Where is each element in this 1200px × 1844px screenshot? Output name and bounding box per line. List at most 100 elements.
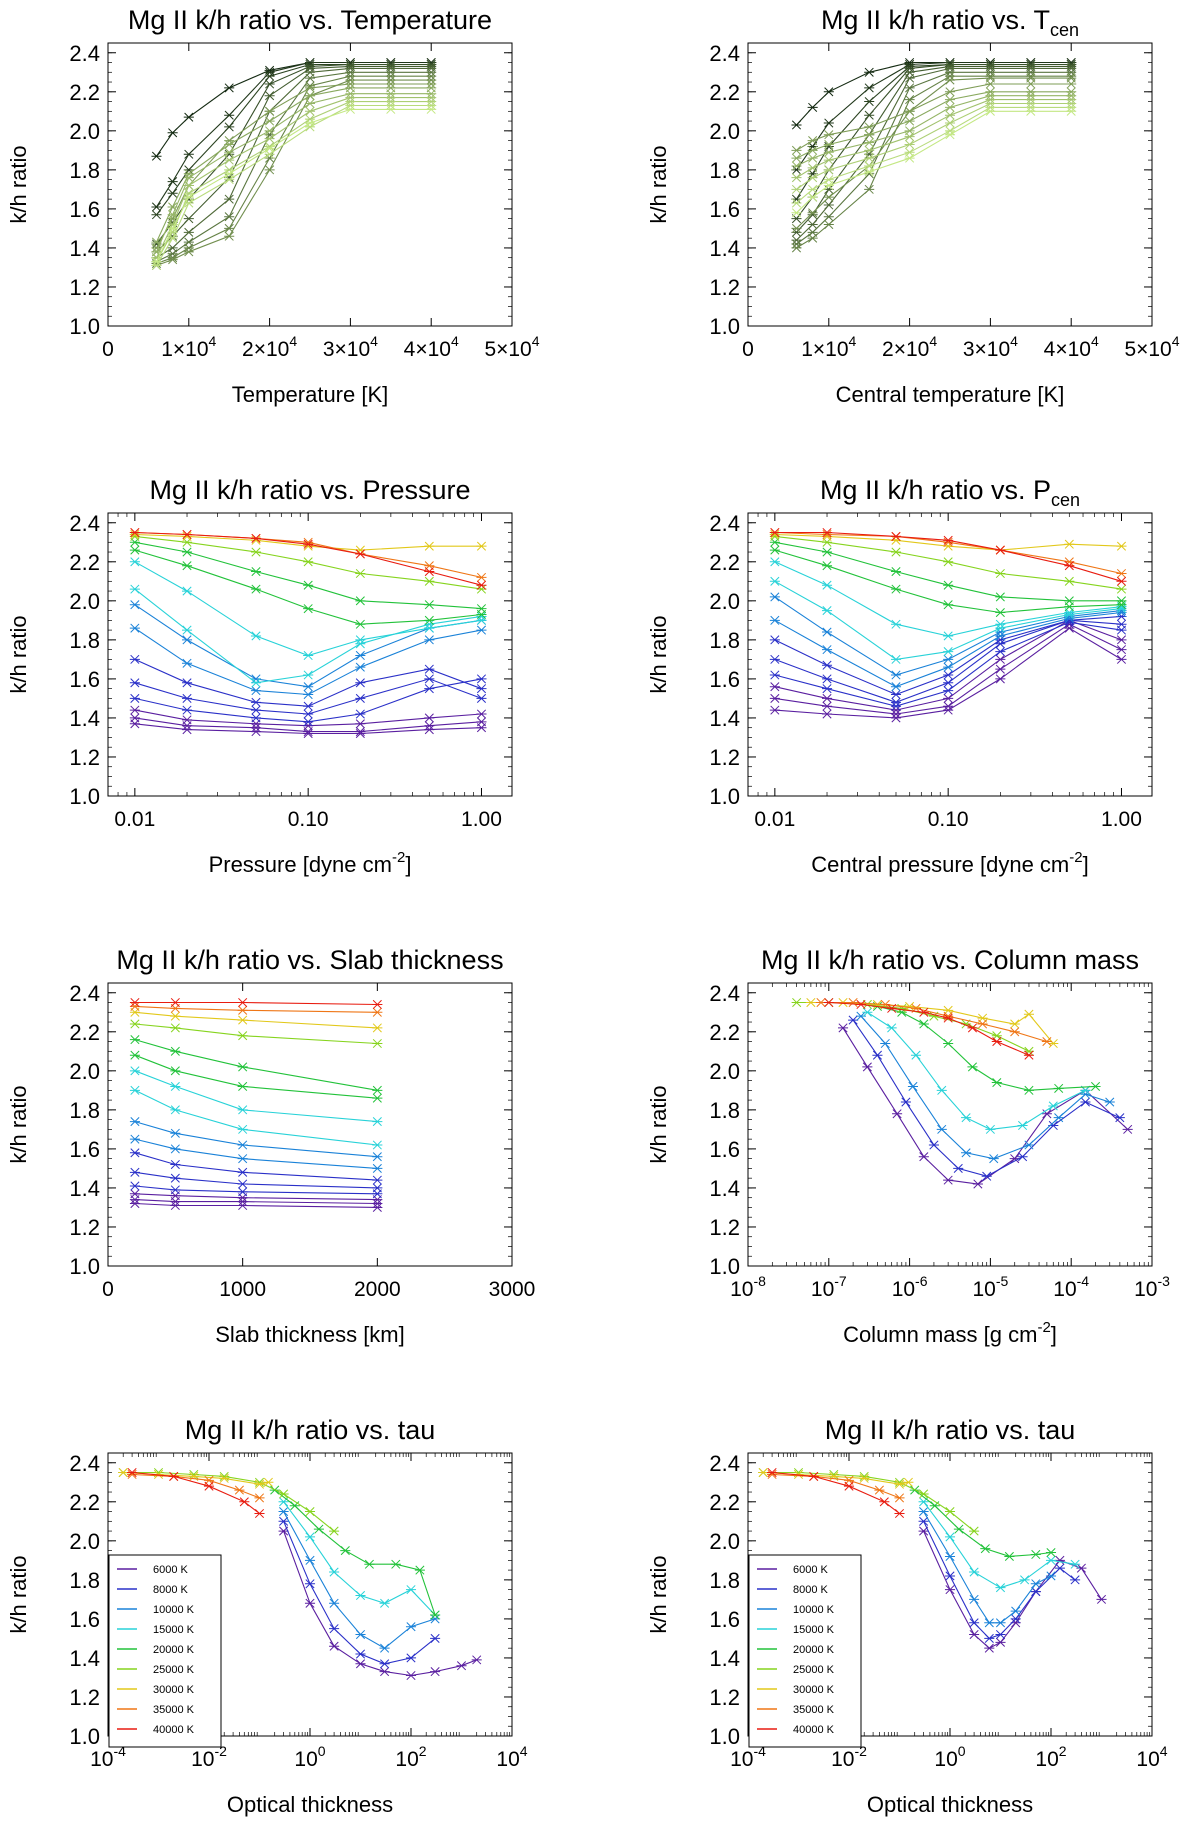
series-s6 xyxy=(791,63,1077,245)
data-point xyxy=(791,173,802,183)
x-tick-label: 3000 xyxy=(489,1278,536,1301)
data-point xyxy=(424,721,435,731)
legend-entry: 6000 K xyxy=(153,1564,189,1576)
y-tick-label: 2.0 xyxy=(69,119,100,144)
chart-title: Mg II k/h ratio vs. Pcen xyxy=(820,475,1080,510)
data-point xyxy=(424,684,435,694)
data-point xyxy=(263,1477,274,1487)
data-point xyxy=(170,1159,181,1170)
data-point xyxy=(890,584,902,594)
data-point xyxy=(943,1175,954,1185)
data-point xyxy=(944,1506,956,1517)
legend-entry: 8000 K xyxy=(153,1584,189,1596)
data-point xyxy=(879,1497,890,1507)
series-6000-K xyxy=(837,1023,1133,1189)
series-10000-K-b xyxy=(129,600,487,692)
data-point xyxy=(769,592,780,602)
series-line xyxy=(134,1005,378,1013)
data-point xyxy=(988,1154,999,1164)
data-point xyxy=(944,102,956,112)
legend-entry: 20000 K xyxy=(153,1644,195,1656)
data-point xyxy=(183,173,194,183)
data-point xyxy=(903,1477,914,1487)
y-tick-label: 1.4 xyxy=(69,706,100,731)
y-tick-label: 2.4 xyxy=(69,981,100,1006)
data-point xyxy=(424,566,435,577)
data-point xyxy=(170,1011,181,1021)
x-tick-label: 1.00 xyxy=(1101,808,1142,831)
data-point xyxy=(188,1469,199,1480)
data-point xyxy=(894,1493,905,1503)
series-8000-K-b xyxy=(129,674,487,719)
y-tick-label: 1.0 xyxy=(69,1724,100,1749)
series-line xyxy=(134,678,482,715)
data-point xyxy=(476,693,487,703)
data-point xyxy=(181,705,193,715)
series-10000-K xyxy=(855,1011,1115,1164)
series-8000-K-a xyxy=(129,674,487,727)
data-point xyxy=(980,1544,991,1554)
plot-frame xyxy=(107,982,513,1267)
y-tick-label: 1.2 xyxy=(69,275,100,300)
data-point xyxy=(183,214,194,224)
data-point xyxy=(943,557,954,567)
data-point xyxy=(250,713,262,723)
data-point xyxy=(821,701,833,711)
data-point xyxy=(821,709,833,719)
y-tick-label: 1.4 xyxy=(69,1176,100,1201)
data-point xyxy=(237,1140,248,1150)
data-point xyxy=(129,600,140,610)
y-tick-label: 1.2 xyxy=(709,1215,740,1240)
data-point xyxy=(1080,1097,1091,1107)
x-tick-label: 0 xyxy=(102,338,114,361)
data-point xyxy=(405,1622,417,1632)
data-point xyxy=(864,96,875,107)
series-25000-K xyxy=(118,1467,340,1536)
data-point xyxy=(379,1667,390,1677)
data-point xyxy=(304,1532,316,1542)
y-tick-label: 1.8 xyxy=(69,1098,100,1123)
data-point xyxy=(769,529,780,540)
x-tick-label: 5×104 xyxy=(1124,333,1179,361)
data-point xyxy=(855,999,866,1010)
x-tick-label: 3×104 xyxy=(963,333,1018,361)
series-line xyxy=(134,1054,378,1099)
data-point xyxy=(250,584,262,594)
data-point xyxy=(250,705,262,715)
data-point xyxy=(944,130,956,140)
data-point xyxy=(890,531,902,541)
data-point xyxy=(769,615,780,625)
series-s13 xyxy=(151,93,437,263)
x-axis-label: Optical thickness xyxy=(227,1792,393,1817)
data-point xyxy=(129,997,140,1008)
data-point xyxy=(864,130,875,140)
data-point xyxy=(303,709,314,719)
y-tick-label: 1.8 xyxy=(709,158,740,183)
data-point xyxy=(424,635,435,645)
data-point xyxy=(471,1655,482,1665)
data-point xyxy=(456,1661,467,1671)
data-point xyxy=(929,1501,940,1511)
x-tick-label: 0.10 xyxy=(288,808,329,831)
data-point xyxy=(278,1526,289,1536)
data-point xyxy=(405,1653,417,1663)
data-point xyxy=(969,1594,980,1604)
y-tick-label: 2.0 xyxy=(709,119,740,144)
y-tick-label: 1.0 xyxy=(69,314,100,339)
data-point xyxy=(944,118,956,128)
data-point xyxy=(862,1062,873,1072)
x-tick-label: 0.01 xyxy=(114,808,155,831)
panel-p6: Mg II k/h ratio vs. Column mass 1.0 1.2 1.4… xyxy=(646,945,1170,1347)
data-point xyxy=(944,87,956,97)
data-point xyxy=(170,1144,181,1154)
y-tick-label: 2.0 xyxy=(69,589,100,614)
y-tick-label: 1.0 xyxy=(69,1254,100,1279)
data-point xyxy=(476,717,487,727)
data-point xyxy=(1116,568,1127,579)
data-point xyxy=(1030,1549,1041,1560)
data-point xyxy=(1023,1085,1034,1095)
data-point xyxy=(807,153,818,163)
data-point xyxy=(1116,576,1127,586)
series-6000-K-c xyxy=(129,1189,383,1205)
data-point xyxy=(355,619,366,629)
